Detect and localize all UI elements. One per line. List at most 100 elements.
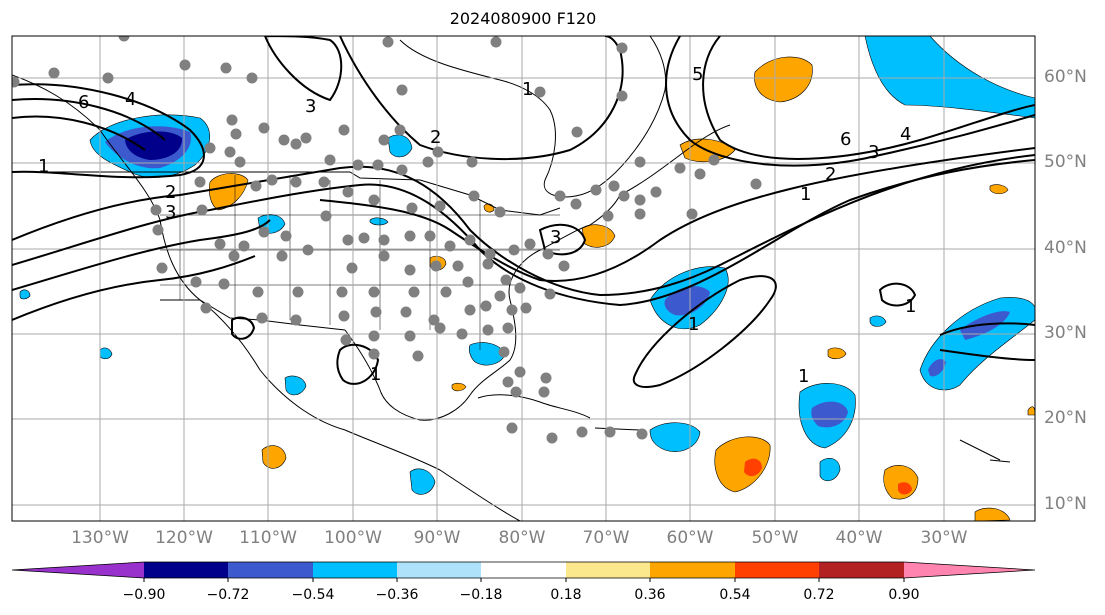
station-dot [422,156,434,168]
station-dot [452,260,464,272]
station-dot [434,322,446,334]
station-markers [12,36,762,444]
station-dot [378,250,390,262]
station-dot [218,278,230,290]
lat-label: 60°N [1044,67,1087,87]
station-dot [506,304,518,316]
station-dot [554,190,566,202]
station-dot [102,72,114,84]
station-dot [352,159,364,171]
station-dot [440,286,452,298]
station-dot [300,132,312,144]
station-dot [346,262,358,274]
station-dot [524,238,536,250]
station-dot [150,204,162,216]
station-dot [514,282,526,294]
station-dot [292,286,304,298]
station-dot [200,302,212,314]
station-dot [686,208,698,220]
lon-label: 120°W [155,528,213,548]
station-dot [406,202,418,214]
colorbar-tick-label: −0.54 [291,587,335,603]
station-dot [634,156,646,168]
station-dot [432,146,444,158]
station-dot [558,260,570,272]
station-dot [576,426,588,438]
station-dot [302,244,314,256]
station-dot [220,62,232,74]
colorbar-tick-label: 0.18 [550,587,582,603]
station-dot [502,376,514,388]
station-dot [694,168,706,180]
station-dot [290,138,302,150]
station-dot [258,226,270,238]
station-dot [266,174,278,186]
station-dot [179,59,191,71]
lon-label: 30°W [920,528,968,548]
station-dot [430,260,442,272]
colorbar-cell [650,562,735,578]
contour-label: 4 [125,89,136,110]
station-dot [490,36,502,48]
station-dot [520,302,532,314]
station-dot [546,432,558,444]
station-dot [276,250,288,262]
station-dot [634,194,646,206]
station-dot [480,300,492,312]
contour-label: 3 [165,202,176,223]
station-dot [462,276,474,288]
station-dot [540,372,552,384]
colorbar-cell [228,562,313,578]
positive-anomaly-atlantic-1 [714,436,771,493]
coastlines-and-borders [12,36,1011,521]
colorbar-tick-label: 0.90 [888,587,920,603]
station-dot [396,84,408,96]
lat-label: 40°N [1044,238,1087,258]
station-dot [226,114,238,126]
colorbar-cell [566,562,650,578]
station-dot [466,156,478,168]
lon-label: 60°W [666,528,714,548]
station-dot [290,176,302,188]
station-dot [338,310,350,322]
station-dot [484,248,496,260]
station-dot [250,180,262,192]
station-dot [152,224,164,236]
station-dot [252,286,264,298]
contour-label: 2 [825,164,836,185]
station-dot [370,306,382,318]
station-dot [404,230,416,242]
colorbar [11,561,1036,582]
station-dot [338,124,350,136]
station-dot [674,162,686,174]
colorbar-tick-label: −0.18 [459,587,503,603]
lat-label: 10°N [1044,494,1087,514]
station-dot [412,350,424,362]
colorbar-cell [735,562,819,578]
colorbar-tick-label: −0.90 [122,587,166,603]
station-dot [514,366,526,378]
positive-anomaly-labrador [754,56,813,103]
colorbar-extension-low [12,562,144,578]
colorbar-tick-label: 0.36 [634,587,666,603]
station-dot [230,128,242,140]
contour-labels: 1 2 3 4 6 3 2 1 5 3 6 4 3 2 1 1 1 1 1 [38,64,916,387]
station-dot [194,176,206,188]
station-dot [228,250,240,262]
station-dot [258,122,270,134]
station-dot [196,204,208,216]
colorbar-tick-label: −0.36 [375,587,419,603]
colorbar-cell [819,562,904,578]
station-dot [534,86,546,98]
contour-label: 2 [430,127,441,148]
lon-label: 100°W [324,528,382,548]
lat-label: 50°N [1044,152,1087,172]
colorbar-cell [397,562,481,578]
station-dot [590,184,602,196]
station-dot [404,330,416,342]
contour-label: 1 [370,364,381,385]
lon-label: 90°W [413,528,461,548]
contour-label: 2 [165,182,176,203]
negative-anomaly-atlantic-3 [919,297,1035,391]
